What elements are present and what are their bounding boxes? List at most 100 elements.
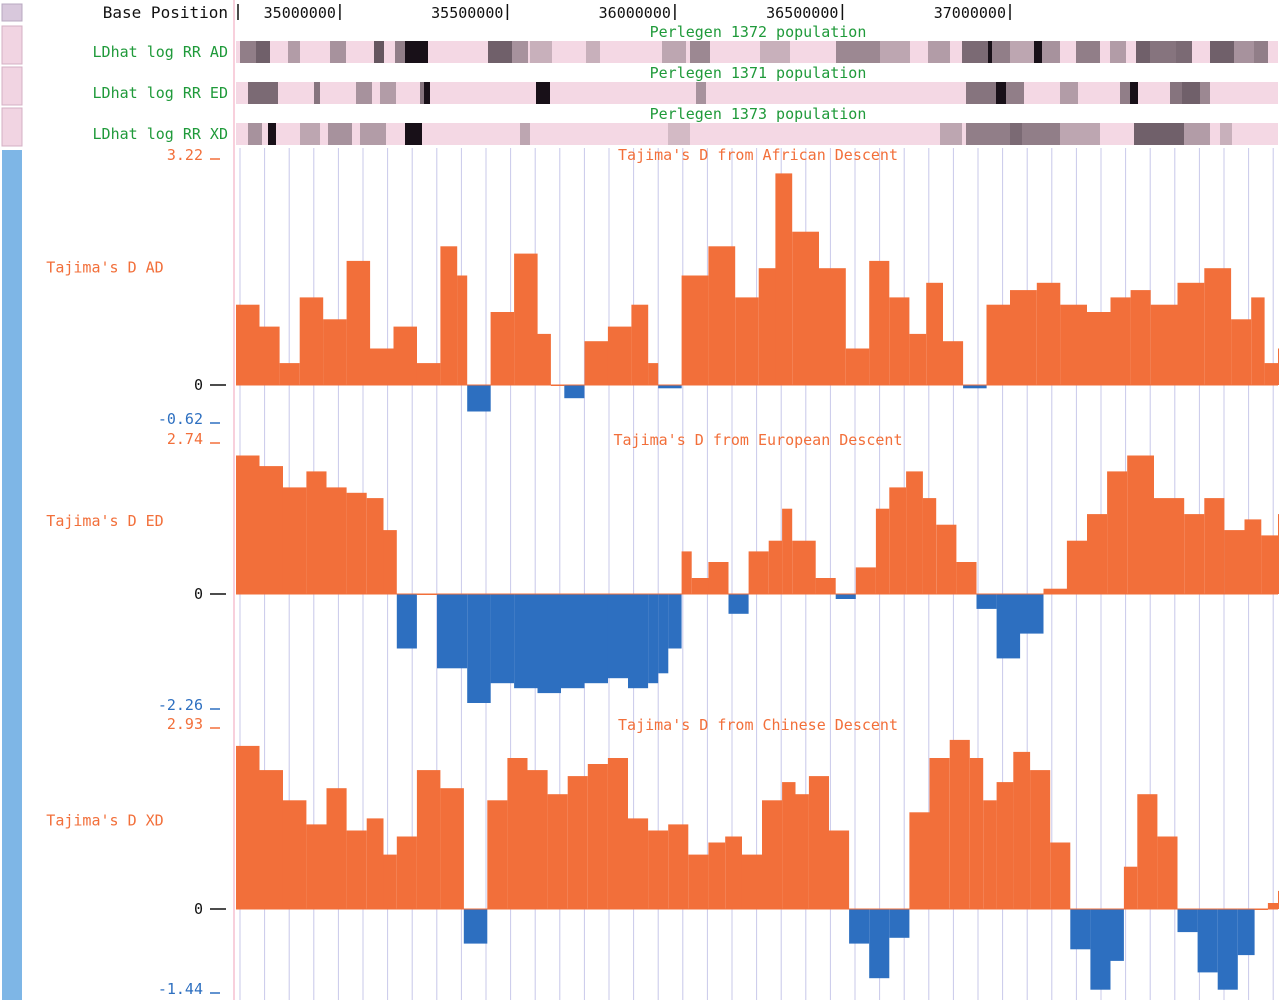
- ld-block: [1200, 82, 1210, 104]
- ld-block: [1134, 123, 1184, 145]
- tajima-bar: [1278, 890, 1279, 909]
- tajima-bar: [996, 594, 1021, 659]
- tajima-bar: [1127, 455, 1154, 594]
- ld-block: [662, 41, 686, 63]
- y-max-label: 3.22: [167, 146, 203, 164]
- ld-block: [530, 41, 552, 63]
- ld-block: [314, 82, 320, 104]
- tajima-bar: [906, 471, 923, 594]
- tajima-bar: [537, 333, 551, 385]
- tajima-bar: [775, 173, 793, 385]
- tajima-bar: [467, 385, 491, 412]
- tajima-bar: [1013, 751, 1031, 909]
- ld-block: [1120, 82, 1130, 104]
- ld-block: [1254, 41, 1268, 63]
- ld-track-toggle-ad[interactable]: [1, 25, 23, 65]
- ld-block: [1176, 41, 1192, 63]
- tajima-bar: [1177, 909, 1198, 933]
- tajima-bar: [849, 909, 870, 944]
- tajima-bar: [983, 800, 997, 909]
- ld-block: [1076, 41, 1100, 63]
- tajima-bar: [748, 551, 769, 594]
- tajima-bar: [869, 909, 890, 979]
- y-min-label: -0.62: [158, 410, 203, 428]
- tajima-bar: [708, 246, 736, 385]
- ruler-label: Base Position: [103, 3, 228, 22]
- tajima-bar: [1020, 594, 1044, 634]
- ld-block: [1110, 41, 1126, 63]
- tajima-bar: [691, 578, 709, 594]
- tajima-bar: [829, 830, 850, 909]
- ld-block: [248, 82, 278, 104]
- tajima-bar: [416, 770, 441, 909]
- tajima-bar: [396, 594, 417, 649]
- tajima-bar: [1110, 297, 1131, 385]
- tajima-bar: [875, 508, 890, 594]
- ld-track: Perlegen 1372 population LDhat log RR AD: [93, 23, 1278, 63]
- ld-block: [356, 82, 372, 104]
- tajima-bar: [1150, 304, 1178, 385]
- ruler-ticks: 35000000 35500000 36000000 36500000 37000000: [237, 4, 1011, 22]
- ld-block: [668, 123, 690, 145]
- ld-block: [760, 41, 790, 63]
- ld-track-title: Perlegen 1371 population: [650, 64, 867, 82]
- tajima-bar: [668, 594, 682, 649]
- tajima-bar: [396, 836, 417, 909]
- zero-label: 0: [194, 585, 203, 603]
- tajima-bar: [440, 246, 458, 385]
- tajima-bar: [346, 260, 371, 385]
- tajima-bar: [815, 578, 836, 594]
- tajima-bar: [926, 282, 943, 385]
- tajima-bar: [996, 782, 1014, 909]
- chart-title: Tajima's D from Chinese Descent: [618, 716, 898, 734]
- ld-track-background: [236, 123, 1278, 145]
- tajima-bar: [323, 319, 347, 385]
- tajima-bar: [835, 594, 856, 599]
- ruler-sidebar-toggle[interactable]: [1, 3, 23, 22]
- tajima-bar: [1267, 903, 1278, 909]
- ld-block: [988, 41, 992, 63]
- tajima-bar: [1043, 588, 1067, 594]
- tajima-bar: [326, 788, 347, 909]
- ld-track-toggle-ed[interactable]: [1, 66, 23, 106]
- tajima-bar: [537, 594, 561, 694]
- ld-block: [420, 82, 424, 104]
- tajima-bar: [527, 770, 548, 909]
- ld-block: [880, 41, 910, 63]
- tajima-bar: [889, 297, 910, 385]
- ld-block: [1170, 82, 1182, 104]
- zero-label: 0: [194, 376, 203, 394]
- ld-block: [248, 123, 262, 145]
- tajima-bar: [1036, 282, 1061, 385]
- ld-track-toggle-xd[interactable]: [1, 107, 23, 147]
- tajima-bar: [1261, 535, 1278, 594]
- tajima-bar: [1087, 312, 1111, 385]
- tajima-bar: [792, 231, 819, 385]
- tajima-bar: [457, 275, 468, 385]
- tajima-bar: [236, 455, 260, 594]
- tajima-bar: [949, 739, 970, 909]
- tajima-bar: [383, 854, 397, 909]
- tajima-bar: [658, 594, 669, 674]
- tajima-bar: [943, 341, 964, 385]
- tajima-bar: [326, 487, 347, 594]
- tajima-bar: [725, 836, 742, 909]
- tajima-bar: [547, 794, 568, 909]
- tajima-bar: [567, 776, 588, 909]
- ruler-tick-label: 36500000: [766, 4, 838, 22]
- tajima-bar: [909, 812, 930, 909]
- track-label: Tajima's D XD: [46, 812, 163, 830]
- tajima-bar: [467, 594, 491, 703]
- tajima-track-group-toggle[interactable]: [2, 150, 22, 1000]
- tajima-bar: [963, 385, 987, 389]
- ld-block: [1042, 41, 1060, 63]
- ruler-tick-label: 35000000: [264, 4, 336, 22]
- tajima-bar: [514, 594, 538, 689]
- tajima-bar: [279, 363, 300, 385]
- tajima-bar: [741, 854, 762, 909]
- tajima-bar: [1110, 909, 1124, 961]
- tajima-bar: [487, 800, 508, 909]
- tajima-bar: [282, 800, 307, 909]
- tajima-bar: [688, 854, 709, 909]
